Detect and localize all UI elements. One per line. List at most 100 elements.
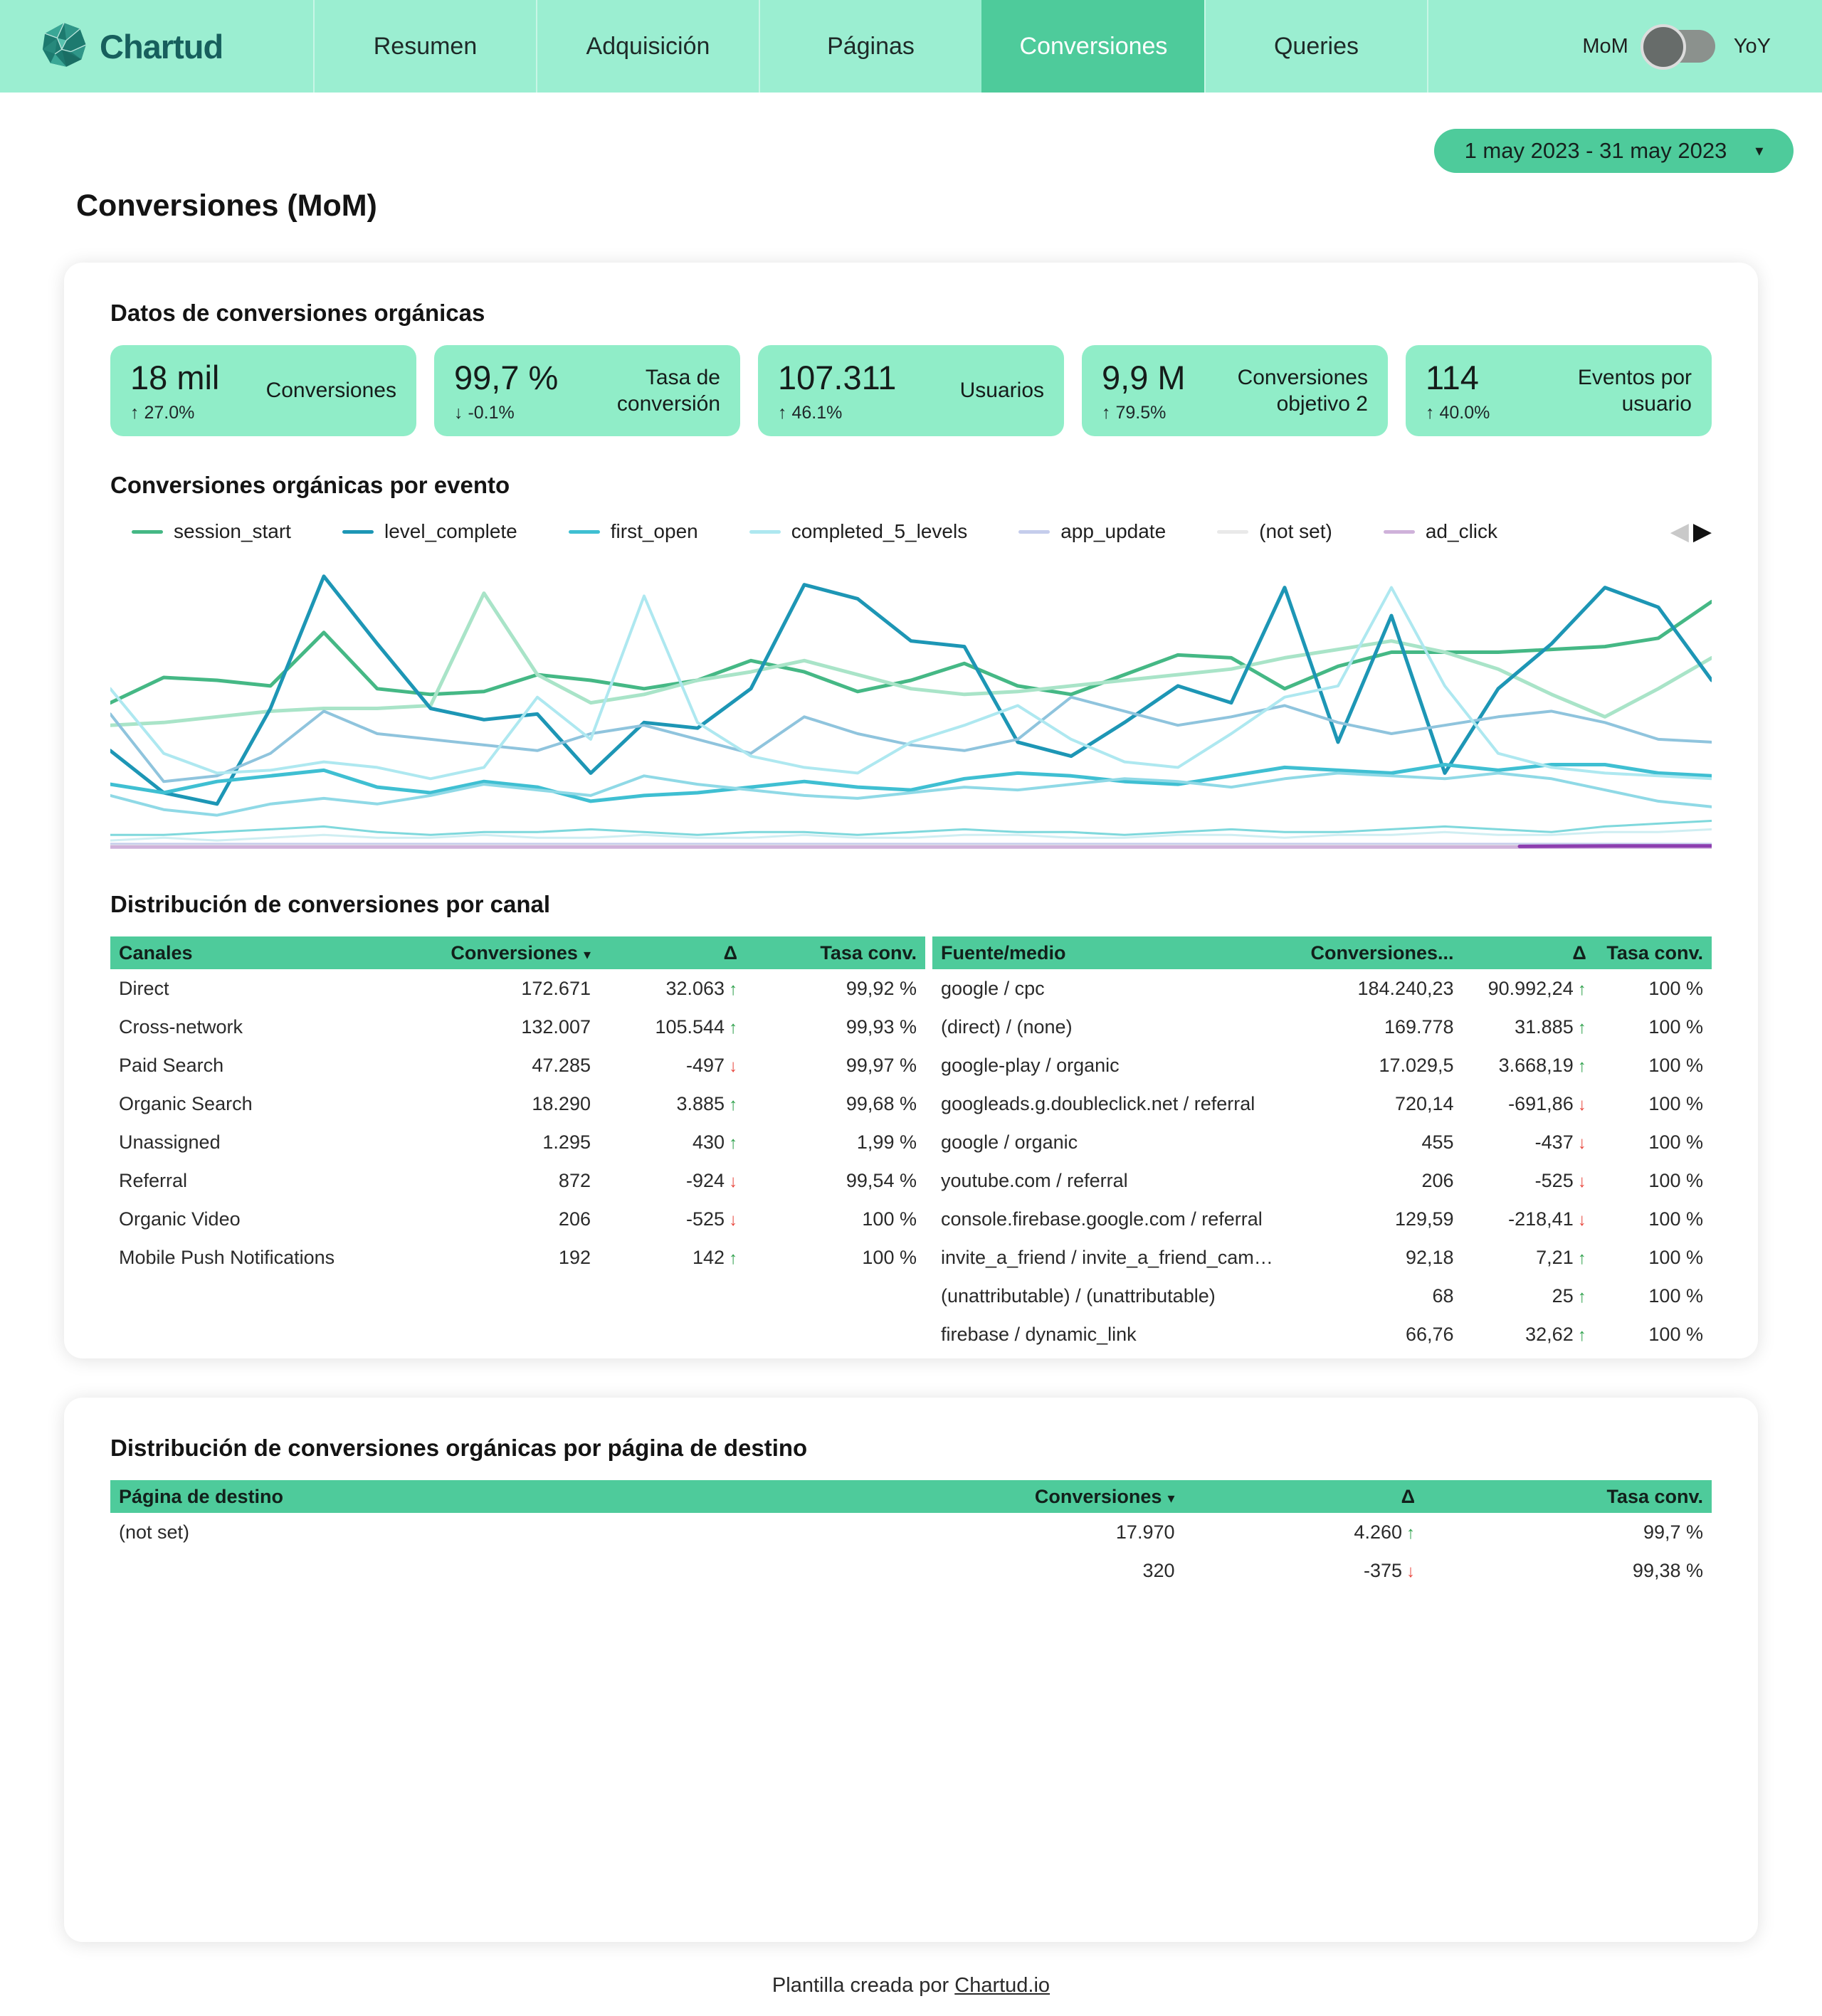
channel-tables-row: Canales Conversiones ▾ Δ Tasa conv. Direct 172… xyxy=(110,936,1712,1353)
cell-name: console.firebase.google.com / referral xyxy=(941,1208,1263,1230)
table-row: Organic Search 18.290 3.885 ↑ 99,68 % xyxy=(110,1084,925,1123)
table-row: google / cpc 184.240,23 90.992,24 ↑ 100 % xyxy=(932,969,1712,1008)
legend-next-icon[interactable]: ▶ xyxy=(1692,518,1712,545)
column-header-fuente-medio[interactable]: Fuente/medio xyxy=(941,941,1066,964)
kpi-card-conversiones-objetivo-2: 9,9 M ↑ 79.5% Conversiones objetivo 2 xyxy=(1082,345,1388,436)
cell-rate: 99,68 % xyxy=(846,1092,917,1114)
brand: Chartud xyxy=(0,0,313,93)
kpi-delta-value: 46.1% xyxy=(791,403,843,423)
delta-value: -525 xyxy=(686,1208,725,1230)
table-row: googleads.g.doubleclick.net / referral 72… xyxy=(932,1084,1712,1123)
cell-conversions: 66,76 xyxy=(1406,1323,1454,1345)
delta-value: 3.885 xyxy=(676,1092,725,1114)
toggle-knob[interactable] xyxy=(1640,24,1686,70)
period-toggle-area: MoM YoY xyxy=(1582,0,1822,93)
cell-rate: 100 % xyxy=(1648,977,1703,999)
landing-panel: Distribución de conversiones orgánicas p… xyxy=(64,1398,1758,1942)
mom-yoy-toggle[interactable] xyxy=(1640,24,1715,70)
legend-swatch xyxy=(1383,529,1415,534)
series-level-complete xyxy=(108,574,1714,806)
cell-rate: 100 % xyxy=(1648,1284,1703,1307)
cell-delta: 7,21 ↑ xyxy=(1463,1247,1595,1269)
column-header-tasa-conv[interactable]: Tasa conv. xyxy=(820,941,917,964)
cell-conversions: 184.240,23 xyxy=(1357,977,1454,999)
column-header-tasa-conv[interactable]: Tasa conv. xyxy=(1606,1485,1703,1507)
cell-delta: 32,62 ↑ xyxy=(1463,1324,1595,1346)
column-header-conversiones[interactable]: Conversiones... xyxy=(1310,941,1454,964)
tab-queries[interactable]: Queries xyxy=(1204,0,1428,93)
arrow-down-icon: ↓ xyxy=(729,1056,738,1076)
table-row: google / organic 455 -437 ↓ 100 % xyxy=(932,1123,1712,1161)
cell-delta: 25 ↑ xyxy=(1463,1285,1595,1307)
delta-value: -375 xyxy=(1363,1559,1402,1581)
cell-delta: -437 ↓ xyxy=(1463,1131,1595,1154)
kpi-label: Eventos por usuario xyxy=(1577,365,1692,416)
kpi-value: 114 xyxy=(1426,359,1479,396)
cell-rate: 100 % xyxy=(1648,1054,1703,1076)
legend-session-start[interactable]: session_start xyxy=(132,520,291,543)
kpi-delta: ↑ 27.0% xyxy=(130,403,219,423)
tab-resumen[interactable]: Resumen xyxy=(313,0,536,93)
kpi-delta: ↑ 46.1% xyxy=(778,403,896,423)
cell-delta: 142 ↑ xyxy=(599,1247,746,1269)
table-row: Cross-network 132.007 105.544 ↑ 99,93 % xyxy=(110,1008,925,1046)
arrow-down-icon: ↓ xyxy=(1577,1094,1586,1114)
chartud-logo-icon xyxy=(41,22,87,71)
column-header-conversiones[interactable]: Conversiones ▾ xyxy=(1034,1485,1175,1507)
tab-p-ginas[interactable]: Páginas xyxy=(759,0,981,93)
column-header-[interactable]: Δ xyxy=(1572,941,1586,964)
legend-label: session_start xyxy=(174,520,291,542)
legend-prev-icon[interactable]: ◀ xyxy=(1670,518,1689,545)
tab-conversiones[interactable]: Conversiones xyxy=(981,0,1204,93)
legend-completed-5-levels[interactable]: completed_5_levels xyxy=(749,520,968,543)
legend-level-complete[interactable]: level_complete xyxy=(342,520,517,543)
table-header: Página de destino Conversiones ▾ Δ Tasa conv… xyxy=(110,1480,1712,1513)
kpi-label: Conversiones xyxy=(265,379,396,403)
kpi-card-conversiones: 18 mil ↑ 27.0% Conversiones xyxy=(110,345,416,436)
cell-conversions: 47.285 xyxy=(532,1054,591,1076)
arrow-down-icon: ↓ xyxy=(1577,1171,1586,1191)
column-header-canales[interactable]: Canales xyxy=(119,941,193,964)
legend-pager: ◀ ▶ xyxy=(1670,517,1712,546)
arrow-down-icon: ↓ xyxy=(1406,1561,1415,1581)
cell-rate: 100 % xyxy=(1648,1169,1703,1191)
legend-first-open[interactable]: first_open xyxy=(568,520,698,543)
delta-value: -924 xyxy=(686,1169,725,1191)
date-range-picker[interactable]: 1 may 2023 - 31 may 2023 ▾ xyxy=(1434,129,1794,173)
column-header-p-gina-de-destino[interactable]: Página de destino xyxy=(119,1485,284,1507)
footer-link[interactable]: Chartud.io xyxy=(954,1974,1050,1997)
delta-value: 430 xyxy=(693,1131,725,1153)
arrow-up-icon: ↑ xyxy=(1406,1523,1415,1543)
cell-delta: -218,41 ↓ xyxy=(1463,1208,1595,1230)
legend-ad-click[interactable]: ad_click xyxy=(1383,520,1497,543)
delta-value: 4.260 xyxy=(1354,1521,1402,1543)
cell-rate: 99,93 % xyxy=(846,1015,917,1038)
arrow-down-icon: ↓ xyxy=(1577,1210,1586,1230)
legend-not-set[interactable]: (not set) xyxy=(1217,520,1332,543)
arrow-up-icon: ↑ xyxy=(1577,1018,1586,1038)
cell-name: Organic Search xyxy=(119,1092,253,1114)
cell-conversions: 17.029,5 xyxy=(1379,1054,1454,1076)
footer-text: Plantilla creada por xyxy=(772,1974,955,1997)
cell-conversions: 129,59 xyxy=(1394,1208,1454,1230)
column-header-conversiones[interactable]: Conversiones ▾ xyxy=(451,941,591,964)
arrow-up-icon: ↑ xyxy=(729,1133,738,1153)
delta-value: -437 xyxy=(1534,1131,1574,1153)
arrow-down-icon: ↓ xyxy=(729,1171,738,1191)
column-header-[interactable]: Δ xyxy=(723,941,738,964)
cell-name: google-play / organic xyxy=(941,1054,1120,1076)
cell-name: Referral xyxy=(119,1169,188,1191)
series-completed-5-levels xyxy=(109,586,1713,781)
tab-adquisici-n[interactable]: Adquisición xyxy=(536,0,759,93)
delta-value: -497 xyxy=(686,1054,725,1076)
legend-label: completed_5_levels xyxy=(791,520,968,542)
cell-name: Mobile Push Notifications xyxy=(119,1246,335,1268)
cell-conversions: 17.970 xyxy=(1115,1521,1175,1543)
column-header-[interactable]: Δ xyxy=(1401,1485,1415,1507)
top-nav: Chartud Resumen Adquisición Páginas Convers… xyxy=(0,0,1822,93)
cell-rate: 100 % xyxy=(862,1246,917,1268)
kpi-values: 18 mil ↑ 27.0% xyxy=(130,358,219,423)
legend-app-update[interactable]: app_update xyxy=(1018,520,1166,543)
column-header-tasa-conv[interactable]: Tasa conv. xyxy=(1606,941,1703,964)
kpi-label: Conversiones objetivo 2 xyxy=(1237,365,1368,416)
